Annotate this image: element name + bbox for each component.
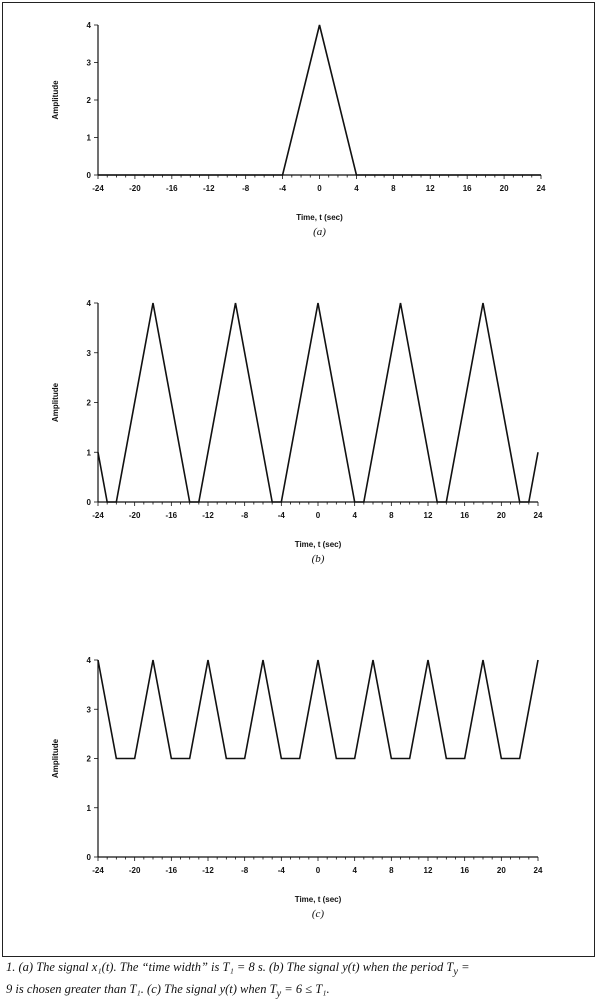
y-tick-label: 0: [87, 853, 92, 862]
x-tick-label: 16: [460, 511, 469, 520]
x-tick-label: 20: [500, 184, 509, 193]
x-tick-label: 20: [497, 866, 506, 875]
x-tick-label: -4: [278, 866, 286, 875]
signal-line: [97, 302, 539, 503]
figure-caption: 1. (a) The signal x₁(t). The “time width…: [6, 959, 594, 1002]
x-tick-label: -16: [166, 866, 178, 875]
x-tick-label: 12: [426, 184, 435, 193]
x-tick-label: -16: [166, 184, 178, 193]
x-tick-label: 8: [391, 184, 396, 193]
x-tick-label: -20: [129, 866, 141, 875]
caption-subscript-1: y: [453, 966, 458, 978]
x-axis-title: Time, t (sec): [295, 895, 342, 904]
figure-frame: [2, 2, 595, 957]
caption-line-1: 1. (a) The signal x₁(t). The “time width…: [6, 960, 454, 974]
x-tick-label: -24: [92, 866, 104, 875]
x-tick-label: 4: [354, 184, 359, 193]
x-tick-label: -12: [203, 184, 215, 193]
y-tick-label: 0: [87, 171, 92, 180]
x-tick-label: -24: [92, 184, 104, 193]
caption-line-2-end: = 6 ≤ T₁.: [281, 981, 330, 996]
x-tick-label: 0: [317, 184, 322, 193]
signal-line: [98, 24, 541, 176]
y-axis-title: Amplitude: [51, 382, 60, 422]
caption-subscript-2: y: [276, 988, 282, 999]
y-tick-label: 1: [87, 134, 92, 143]
y-tick-label: 1: [87, 804, 92, 813]
x-tick-label: -20: [129, 511, 141, 520]
y-tick-label: 2: [87, 755, 92, 764]
y-tick-label: 3: [87, 705, 92, 714]
y-axis-title: Amplitude: [51, 80, 60, 120]
x-tick-label: 24: [534, 511, 543, 520]
y-axis-title: Amplitude: [51, 738, 60, 778]
signal-line: [97, 659, 539, 760]
y-tick-label: 3: [87, 349, 92, 358]
y-tick-label: 2: [87, 96, 92, 105]
y-tick-label: 4: [87, 299, 92, 308]
x-tick-label: -12: [202, 511, 214, 520]
x-tick-label: -8: [241, 511, 249, 520]
x-tick-label: -20: [129, 184, 141, 193]
x-tick-label: -8: [241, 866, 249, 875]
x-tick-label: -4: [278, 511, 286, 520]
x-tick-label: 16: [463, 184, 472, 193]
x-tick-label: -4: [279, 184, 287, 193]
x-tick-label: 16: [460, 866, 469, 875]
panel-label: (b): [312, 553, 325, 565]
x-tick-label: 20: [497, 511, 506, 520]
x-tick-label: 24: [537, 184, 546, 193]
y-tick-label: 2: [87, 399, 92, 408]
x-tick-label: 0: [316, 511, 321, 520]
x-tick-label: 4: [352, 866, 357, 875]
x-tick-label: 8: [389, 511, 394, 520]
x-tick-label: 4: [352, 511, 357, 520]
y-tick-label: 4: [87, 21, 92, 30]
x-tick-label: 8: [389, 866, 394, 875]
y-tick-label: 3: [87, 59, 92, 68]
caption-line-2: 9 is chosen greater than T₁. (c) The sig…: [6, 981, 277, 996]
y-tick-label: 0: [87, 498, 92, 507]
x-tick-label: 24: [534, 866, 543, 875]
x-axis-title: Time, t (sec): [295, 540, 342, 549]
x-tick-label: 12: [424, 511, 433, 520]
x-tick-label: 0: [316, 866, 321, 875]
x-tick-label: -24: [92, 511, 104, 520]
x-tick-label: 12: [424, 866, 433, 875]
caption-line-1-end: =: [457, 960, 470, 974]
x-tick-label: -16: [166, 511, 178, 520]
x-axis-title: Time, t (sec): [296, 213, 343, 222]
x-tick-label: -8: [242, 184, 250, 193]
panel-label: (a): [313, 226, 326, 238]
y-tick-label: 1: [87, 448, 92, 457]
panel-label: (c): [312, 908, 325, 920]
x-tick-label: -12: [202, 866, 214, 875]
y-tick-label: 4: [87, 656, 92, 665]
